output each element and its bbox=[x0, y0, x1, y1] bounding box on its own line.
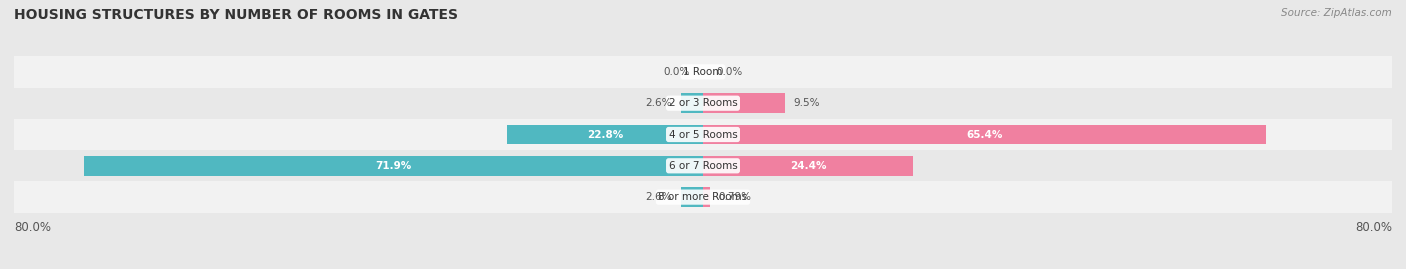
Text: 9.5%: 9.5% bbox=[793, 98, 820, 108]
Text: Source: ZipAtlas.com: Source: ZipAtlas.com bbox=[1281, 8, 1392, 18]
Text: 71.9%: 71.9% bbox=[375, 161, 412, 171]
Text: HOUSING STRUCTURES BY NUMBER OF ROOMS IN GATES: HOUSING STRUCTURES BY NUMBER OF ROOMS IN… bbox=[14, 8, 458, 22]
Text: 6 or 7 Rooms: 6 or 7 Rooms bbox=[669, 161, 737, 171]
Text: 22.8%: 22.8% bbox=[586, 129, 623, 140]
Text: 2.6%: 2.6% bbox=[645, 192, 672, 202]
Text: 0.0%: 0.0% bbox=[716, 67, 742, 77]
Text: 0.79%: 0.79% bbox=[718, 192, 751, 202]
Text: 24.4%: 24.4% bbox=[790, 161, 827, 171]
Bar bbox=[703, 187, 710, 207]
Text: 2.6%: 2.6% bbox=[645, 98, 672, 108]
Text: 0.0%: 0.0% bbox=[664, 67, 690, 77]
Bar bbox=[703, 156, 912, 175]
Bar bbox=[14, 150, 1392, 182]
Bar bbox=[703, 94, 785, 113]
Bar bbox=[14, 56, 1392, 87]
Bar bbox=[14, 182, 1392, 213]
Text: 4 or 5 Rooms: 4 or 5 Rooms bbox=[669, 129, 737, 140]
Bar bbox=[14, 119, 1392, 150]
Bar bbox=[84, 156, 703, 175]
Bar bbox=[681, 187, 703, 207]
Text: 80.0%: 80.0% bbox=[1355, 221, 1392, 233]
Bar bbox=[506, 125, 703, 144]
Bar bbox=[14, 87, 1392, 119]
Text: 2 or 3 Rooms: 2 or 3 Rooms bbox=[669, 98, 737, 108]
Text: 65.4%: 65.4% bbox=[966, 129, 1002, 140]
Text: 80.0%: 80.0% bbox=[14, 221, 51, 233]
Bar bbox=[681, 94, 703, 113]
Text: 1 Room: 1 Room bbox=[683, 67, 723, 77]
Text: 8 or more Rooms: 8 or more Rooms bbox=[658, 192, 748, 202]
Bar bbox=[703, 125, 1267, 144]
